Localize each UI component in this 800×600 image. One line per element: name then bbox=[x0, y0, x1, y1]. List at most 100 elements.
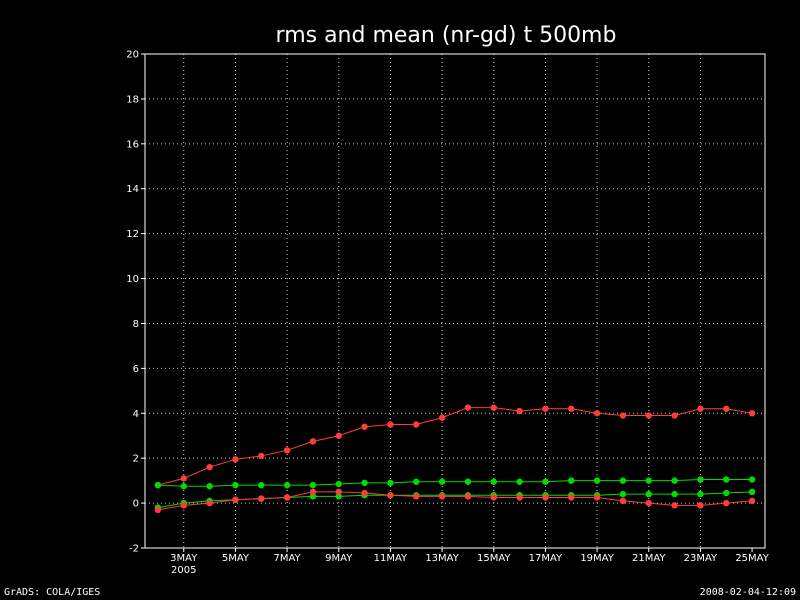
series-1-point bbox=[723, 405, 730, 412]
series-4-point bbox=[361, 489, 368, 497]
series-2-point bbox=[413, 478, 420, 485]
series-2-point bbox=[438, 478, 446, 485]
series-2-point bbox=[232, 481, 239, 489]
series-2-point bbox=[361, 479, 368, 487]
y-tick-label: 18 bbox=[126, 94, 139, 105]
series-1-point bbox=[645, 412, 652, 419]
series-4-point bbox=[335, 488, 342, 496]
x-tick-label: 5MAY bbox=[222, 553, 250, 564]
x-tick-label: 17MAY bbox=[529, 553, 563, 564]
series-1-point bbox=[516, 407, 523, 415]
series-1-point bbox=[361, 423, 368, 430]
series-line-3 bbox=[157, 491, 753, 509]
series-1-point bbox=[697, 405, 704, 412]
series-1-point bbox=[490, 404, 497, 411]
series-4-point bbox=[490, 494, 497, 501]
chart-title: rms and mean (nr-gd) t 500mb bbox=[276, 23, 617, 48]
series-1-point bbox=[258, 452, 265, 460]
series-4-point bbox=[516, 494, 523, 501]
series-2-point bbox=[206, 483, 213, 490]
series-4-point bbox=[748, 497, 756, 505]
y-tick-label: 2 bbox=[133, 454, 139, 465]
series-1-point bbox=[413, 421, 420, 428]
series-4-point bbox=[568, 494, 575, 501]
series-2-point bbox=[309, 481, 317, 489]
series-3-point bbox=[645, 490, 652, 498]
series-2-point bbox=[542, 478, 549, 485]
y-tick-label: 0 bbox=[133, 499, 139, 510]
series-4-point bbox=[723, 499, 730, 507]
x-tick-label: 23MAY bbox=[684, 553, 718, 564]
series-3-point bbox=[335, 493, 342, 500]
series-1-point bbox=[593, 410, 601, 417]
series-2-point bbox=[516, 478, 523, 485]
footer-timestamp: 2008-02-04-12:09 bbox=[699, 587, 796, 598]
series-4-point bbox=[645, 499, 652, 507]
y-tick-label: 4 bbox=[133, 409, 139, 420]
series-line-4 bbox=[157, 491, 753, 511]
x-tick-label: 11MAY bbox=[374, 553, 408, 564]
series-4-point bbox=[232, 496, 239, 503]
series-4-point bbox=[180, 502, 187, 509]
series-2-point bbox=[180, 483, 187, 490]
series-4-point bbox=[619, 497, 627, 505]
x-tick-label: 9MAY bbox=[325, 553, 353, 564]
series-1-point bbox=[619, 412, 627, 419]
series-4-point bbox=[283, 494, 291, 501]
series-2-point bbox=[387, 479, 394, 487]
series-2-point bbox=[568, 477, 575, 484]
x-tick-year-label: 2005 bbox=[171, 565, 196, 576]
series-4-point bbox=[464, 493, 472, 500]
series-1-point bbox=[180, 475, 187, 482]
series-4-point bbox=[542, 494, 549, 501]
x-tick-label: 21MAY bbox=[632, 553, 666, 564]
x-tick-label: 3MAY bbox=[170, 553, 198, 564]
series-3-point bbox=[619, 490, 627, 498]
y-tick-label: 14 bbox=[126, 184, 139, 195]
series-2-point bbox=[464, 478, 472, 485]
series-line-2 bbox=[157, 479, 753, 487]
x-tick-label: 13MAY bbox=[425, 553, 459, 564]
y-tick-label: 6 bbox=[133, 364, 139, 375]
series-1-point bbox=[671, 412, 678, 419]
series-2-point bbox=[593, 477, 601, 484]
y-tick-label: -2 bbox=[129, 544, 139, 555]
series-3-point bbox=[671, 490, 678, 498]
x-tick-label: 25MAY bbox=[735, 553, 769, 564]
y-tick-label: 20 bbox=[126, 50, 139, 61]
y-tick-label: 8 bbox=[133, 319, 139, 330]
series bbox=[154, 404, 756, 514]
series-1-point bbox=[438, 414, 446, 421]
grid bbox=[145, 54, 765, 548]
x-tick-label: 7MAY bbox=[273, 553, 301, 564]
series-1-point bbox=[309, 438, 317, 445]
series-4-point bbox=[697, 502, 704, 509]
series-4-point bbox=[206, 499, 213, 507]
series-4-point bbox=[413, 493, 420, 500]
footer-credit: GrADS: COLA/IGES bbox=[4, 587, 101, 598]
series-2-point bbox=[723, 476, 730, 483]
y-tick-label: 10 bbox=[126, 274, 139, 285]
series-1-point bbox=[283, 447, 291, 454]
series-2-point bbox=[283, 481, 291, 489]
series-2-point bbox=[748, 476, 756, 483]
series-1-point bbox=[206, 463, 213, 471]
series-1-point bbox=[387, 421, 394, 428]
y-tick-label: 16 bbox=[126, 139, 139, 150]
series-1-point bbox=[542, 405, 549, 412]
series-3-point bbox=[309, 493, 317, 500]
series-2-point bbox=[671, 477, 678, 484]
series-line-1 bbox=[157, 407, 753, 486]
series-4-point bbox=[309, 488, 317, 496]
series-1-point bbox=[748, 410, 756, 417]
x-tick-label: 19MAY bbox=[580, 553, 614, 564]
series-2-point bbox=[490, 478, 497, 485]
series-4-point bbox=[154, 506, 162, 514]
series-1-point bbox=[232, 456, 239, 463]
series-4-point bbox=[593, 494, 601, 501]
series-3-point bbox=[748, 488, 756, 496]
series-2-point bbox=[645, 477, 652, 484]
series-4-point bbox=[258, 495, 265, 502]
